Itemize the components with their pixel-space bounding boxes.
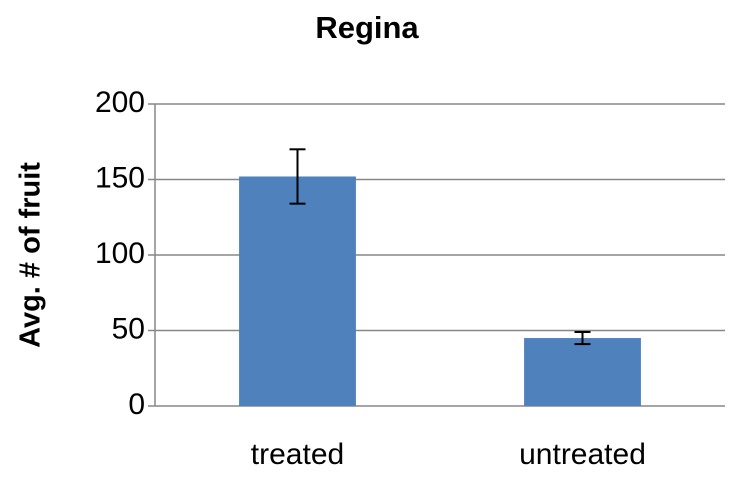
x-tick-label: treated <box>251 438 344 471</box>
y-tick-label: 100 <box>95 237 145 270</box>
y-tick-label: 0 <box>128 388 145 421</box>
error-bar <box>289 148 306 205</box>
chart-title: Regina <box>315 10 419 45</box>
bar <box>239 176 356 406</box>
y-tick-label: 150 <box>95 161 145 194</box>
x-tick-label: untreated <box>519 438 646 471</box>
error-bar <box>574 331 591 346</box>
y-tick-label: 50 <box>112 312 145 345</box>
bar <box>524 338 641 406</box>
y-tick-label: 200 <box>95 86 145 119</box>
y-axis-label: Avg. # of fruit <box>15 162 47 348</box>
